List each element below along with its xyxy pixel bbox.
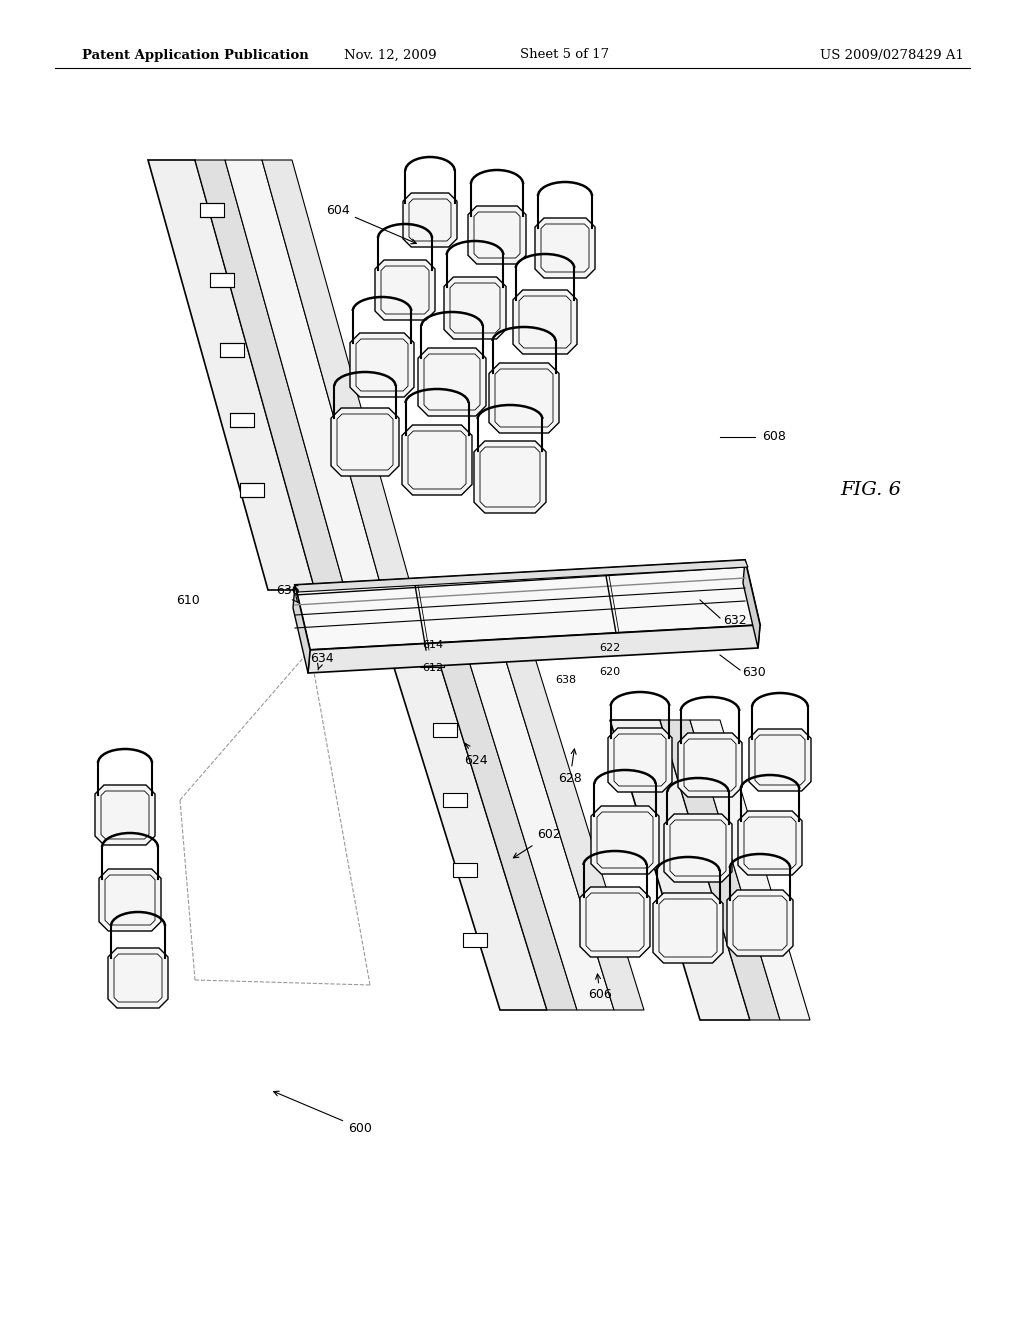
Polygon shape bbox=[262, 160, 412, 590]
Polygon shape bbox=[295, 560, 748, 591]
Polygon shape bbox=[660, 719, 780, 1020]
Polygon shape bbox=[420, 653, 444, 667]
Polygon shape bbox=[240, 483, 264, 498]
Polygon shape bbox=[447, 590, 614, 1010]
Text: 624: 624 bbox=[464, 743, 487, 767]
Polygon shape bbox=[535, 218, 595, 279]
Polygon shape bbox=[220, 343, 244, 356]
Polygon shape bbox=[370, 590, 547, 1010]
Polygon shape bbox=[608, 729, 672, 792]
Text: 600: 600 bbox=[273, 1092, 372, 1134]
Text: 612: 612 bbox=[423, 663, 443, 673]
Polygon shape bbox=[99, 869, 161, 931]
Polygon shape bbox=[444, 277, 506, 339]
Text: 630: 630 bbox=[742, 665, 766, 678]
Polygon shape bbox=[610, 719, 750, 1020]
Polygon shape bbox=[403, 193, 457, 247]
Polygon shape bbox=[453, 863, 477, 876]
Text: 638: 638 bbox=[555, 675, 577, 685]
Polygon shape bbox=[443, 793, 467, 807]
Polygon shape bbox=[417, 590, 577, 1010]
Polygon shape bbox=[433, 723, 457, 737]
Text: Nov. 12, 2009: Nov. 12, 2009 bbox=[344, 49, 436, 62]
Polygon shape bbox=[308, 624, 760, 673]
Text: 628: 628 bbox=[558, 748, 582, 784]
Text: 632: 632 bbox=[723, 614, 746, 627]
Polygon shape bbox=[225, 160, 382, 590]
Polygon shape bbox=[690, 719, 810, 1020]
Polygon shape bbox=[295, 560, 760, 649]
Polygon shape bbox=[489, 363, 559, 433]
Polygon shape bbox=[513, 290, 577, 354]
Text: 610: 610 bbox=[176, 594, 200, 606]
Text: 608: 608 bbox=[762, 430, 785, 444]
Polygon shape bbox=[95, 785, 155, 845]
Text: 636: 636 bbox=[276, 585, 300, 602]
Polygon shape bbox=[664, 814, 732, 882]
Text: 620: 620 bbox=[599, 667, 621, 677]
Polygon shape bbox=[402, 425, 472, 495]
Polygon shape bbox=[418, 348, 486, 416]
Text: 604: 604 bbox=[326, 203, 417, 244]
Polygon shape bbox=[653, 894, 723, 964]
Text: Patent Application Publication: Patent Application Publication bbox=[82, 49, 309, 62]
Text: 602: 602 bbox=[513, 829, 561, 858]
Polygon shape bbox=[743, 560, 760, 648]
Polygon shape bbox=[463, 933, 487, 946]
Polygon shape bbox=[108, 948, 168, 1008]
Text: FIG. 6: FIG. 6 bbox=[840, 480, 901, 499]
Polygon shape bbox=[331, 408, 399, 477]
Text: 606: 606 bbox=[588, 974, 612, 1002]
Polygon shape bbox=[474, 441, 546, 513]
Polygon shape bbox=[738, 810, 802, 875]
Text: 622: 622 bbox=[599, 643, 621, 653]
Text: 614: 614 bbox=[423, 640, 443, 649]
Polygon shape bbox=[350, 333, 414, 397]
Text: US 2009/0278429 A1: US 2009/0278429 A1 bbox=[820, 49, 964, 62]
Polygon shape bbox=[230, 413, 254, 426]
Polygon shape bbox=[293, 585, 310, 673]
Polygon shape bbox=[200, 203, 224, 216]
Polygon shape bbox=[375, 260, 435, 319]
Polygon shape bbox=[580, 887, 650, 957]
Polygon shape bbox=[591, 807, 659, 874]
Text: Sheet 5 of 17: Sheet 5 of 17 bbox=[520, 49, 609, 62]
Polygon shape bbox=[678, 733, 742, 797]
Polygon shape bbox=[210, 273, 234, 286]
Polygon shape bbox=[148, 160, 315, 590]
Polygon shape bbox=[749, 729, 811, 791]
Text: 634: 634 bbox=[310, 652, 334, 671]
Polygon shape bbox=[468, 206, 526, 264]
Polygon shape bbox=[484, 590, 644, 1010]
Polygon shape bbox=[727, 890, 793, 956]
Polygon shape bbox=[195, 160, 345, 590]
